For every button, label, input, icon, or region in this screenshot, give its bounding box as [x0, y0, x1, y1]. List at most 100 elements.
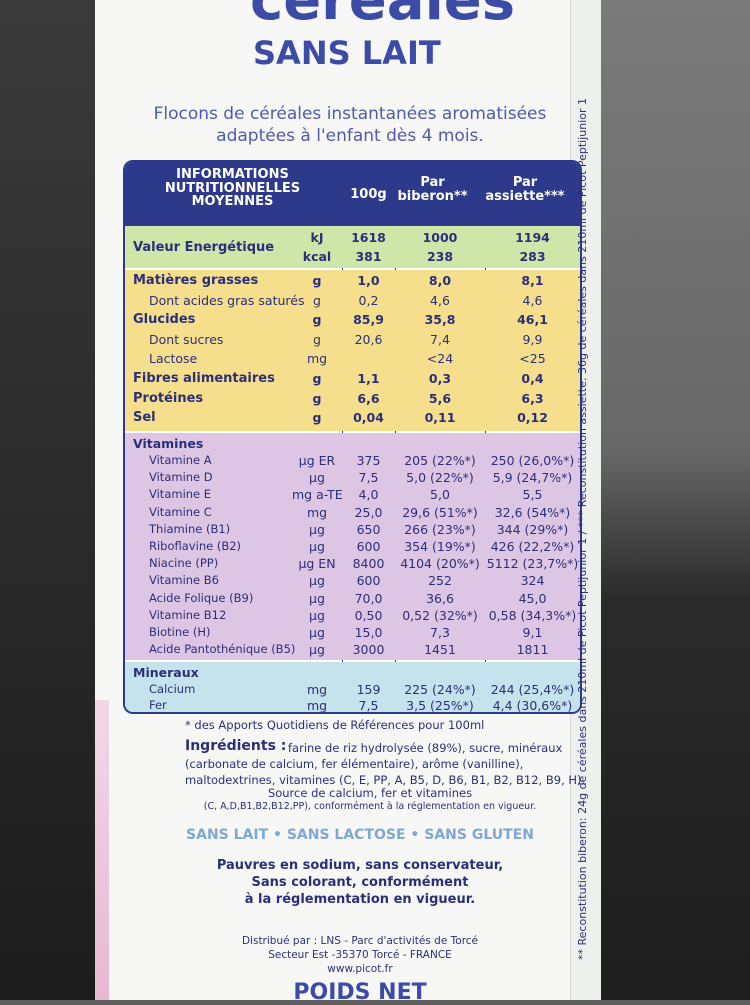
table-cell: 7,3 [430, 625, 450, 640]
table-cell: 0,4 [521, 371, 544, 386]
vitamins-bg [125, 432, 580, 661]
table-cell: 0,12 [517, 410, 548, 426]
table-cell: µg [309, 539, 325, 554]
table-cell: g [312, 371, 322, 386]
table-cell: 1,1 [357, 371, 380, 386]
table-cell: µg [309, 642, 325, 658]
table-cell: 225 (24%*) [404, 681, 476, 697]
source-line: (C, A,D,B1,B2,B12,PP), conformément à la… [203, 801, 537, 812]
table-cell: 5,9 (24,7%*) [492, 470, 573, 486]
table-cell: g [312, 410, 322, 426]
table-cell: 85,9 [353, 312, 384, 328]
table-cell: 7,4 [430, 331, 450, 347]
table-cell: Dont acides gras saturés [149, 292, 305, 308]
table-cell: g [313, 331, 321, 347]
table-cell: Biotine (H) [149, 625, 211, 639]
table-cell: Mineraux [133, 665, 199, 681]
table-cell: 266 (23%*) [404, 521, 476, 537]
distributor-line: Secteur Est -35370 Torcé - FRANCE [268, 949, 452, 961]
table-cell: mg [306, 681, 328, 697]
table-cell: g [312, 273, 322, 288]
table-cell: 205 (22%*) [404, 453, 476, 468]
table-cell: Valeur Energétique [133, 240, 275, 255]
subtitle: SANS LAIT [253, 34, 441, 72]
table-cell: 7,5 [358, 470, 379, 486]
table-cell: Vitamine C [149, 504, 212, 519]
table-cell: 70,0 [354, 590, 383, 606]
table-cell: 1451 [424, 642, 456, 658]
table-cell: Vitamine D [149, 470, 213, 485]
table-cell: 7,5 [358, 698, 379, 714]
ingredients-line: (carbonate de calcium, fer élémentaire),… [185, 757, 524, 771]
table-cell: 324 [520, 573, 545, 589]
table-cell: 9,9 [522, 331, 543, 347]
table-cell: 20,6 [354, 331, 383, 347]
table-cell: 4,6 [522, 292, 543, 308]
table-cell: 36,6 [426, 590, 454, 606]
title: céréales [250, 0, 516, 33]
column-header: Par biberon** [397, 175, 468, 204]
table-header-bg [125, 162, 580, 226]
table-cell: Acide Folique (B9) [149, 590, 254, 605]
table-cell: 252 [428, 573, 452, 589]
table-cell: 650 [356, 521, 381, 537]
table-cell: µg [309, 590, 325, 606]
table-cell: 5,0 (22%*) [406, 470, 474, 486]
table-cell: µg [309, 470, 325, 486]
table-cell: 1000 [422, 230, 458, 245]
table-cell: 1811 [516, 642, 549, 658]
table-cell: mg [306, 504, 328, 520]
nutrition-table: INFORMATIONS NUTRITIONNELLES MOYENNES 100… [123, 160, 582, 714]
table-cell: 4,6 [430, 292, 450, 308]
table-cell: 238 [426, 249, 454, 264]
table-cell: 344 (29%*) [496, 521, 569, 537]
distributor-line: www.picot.fr [327, 963, 393, 975]
table-cell: µg [309, 573, 325, 589]
description-line: adaptées à l'enfant dès 4 mois. [216, 126, 484, 146]
table-cell: 354 (19%*) [404, 539, 476, 554]
net-weight: POIDS NET [293, 980, 427, 1005]
table-cell: Dont sucres [149, 331, 224, 347]
table-cell: g [312, 312, 322, 328]
table-cell: 250 (26,0%*) [490, 453, 575, 468]
table-cell: 0,2 [358, 292, 379, 308]
table-cell: 4,4 (30,6%*) [492, 698, 573, 714]
table-cell: 244 (25,4%*) [490, 681, 575, 697]
table-cell: Lactose [149, 351, 198, 367]
table-cell: 4104 (20%*) [400, 556, 480, 572]
table-cell: 8,0 [428, 273, 452, 288]
table-cell: Thiamine (B1) [149, 521, 231, 536]
table-cell: µg [309, 607, 325, 623]
table-cell: Vitamines [133, 435, 204, 451]
table-cell: µg [309, 625, 325, 640]
table-cell: 375 [356, 453, 381, 468]
table-cell: 1618 [351, 230, 386, 245]
table-cell: µg ER [298, 453, 336, 468]
table-cell: 0,50 [354, 607, 383, 623]
energy-bg [125, 226, 580, 268]
table-cell: Fer [149, 698, 167, 713]
table-cell: Vitamine B12 [149, 607, 227, 622]
ingredients-line: farine de riz hydrolysée (89%), sucre, m… [288, 741, 563, 755]
table-cell: 1194 [515, 230, 550, 245]
table-cell: Niacine (PP) [149, 556, 219, 571]
table-cell: 0,04 [353, 410, 384, 426]
table-cell: µg EN [298, 556, 336, 572]
column-header: Par assiette*** [485, 175, 565, 204]
table-cell: Protéines [133, 390, 204, 406]
table-cell: Glucides [133, 312, 196, 328]
background-right [600, 0, 750, 1000]
side-note: ** Reconstitution biberon: 24g de céréal… [576, 97, 589, 960]
table-cell: 381 [355, 249, 382, 264]
statement-line: à la réglementation en vigueur. [244, 892, 476, 907]
table-cell: Vitamine B6 [149, 573, 219, 588]
table-cell: 5,0 [430, 487, 450, 503]
ingredients-label: Ingrédients : [185, 738, 287, 754]
table-cell: 5112 (23,7%*) [486, 556, 579, 572]
table-cell: g [312, 390, 322, 406]
table-cell: 46,1 [517, 312, 548, 328]
table-cell: kcal [302, 249, 332, 264]
table-cell: 4,0 [358, 487, 379, 503]
description-line: Flocons de céréales instantanées aromati… [153, 104, 547, 124]
